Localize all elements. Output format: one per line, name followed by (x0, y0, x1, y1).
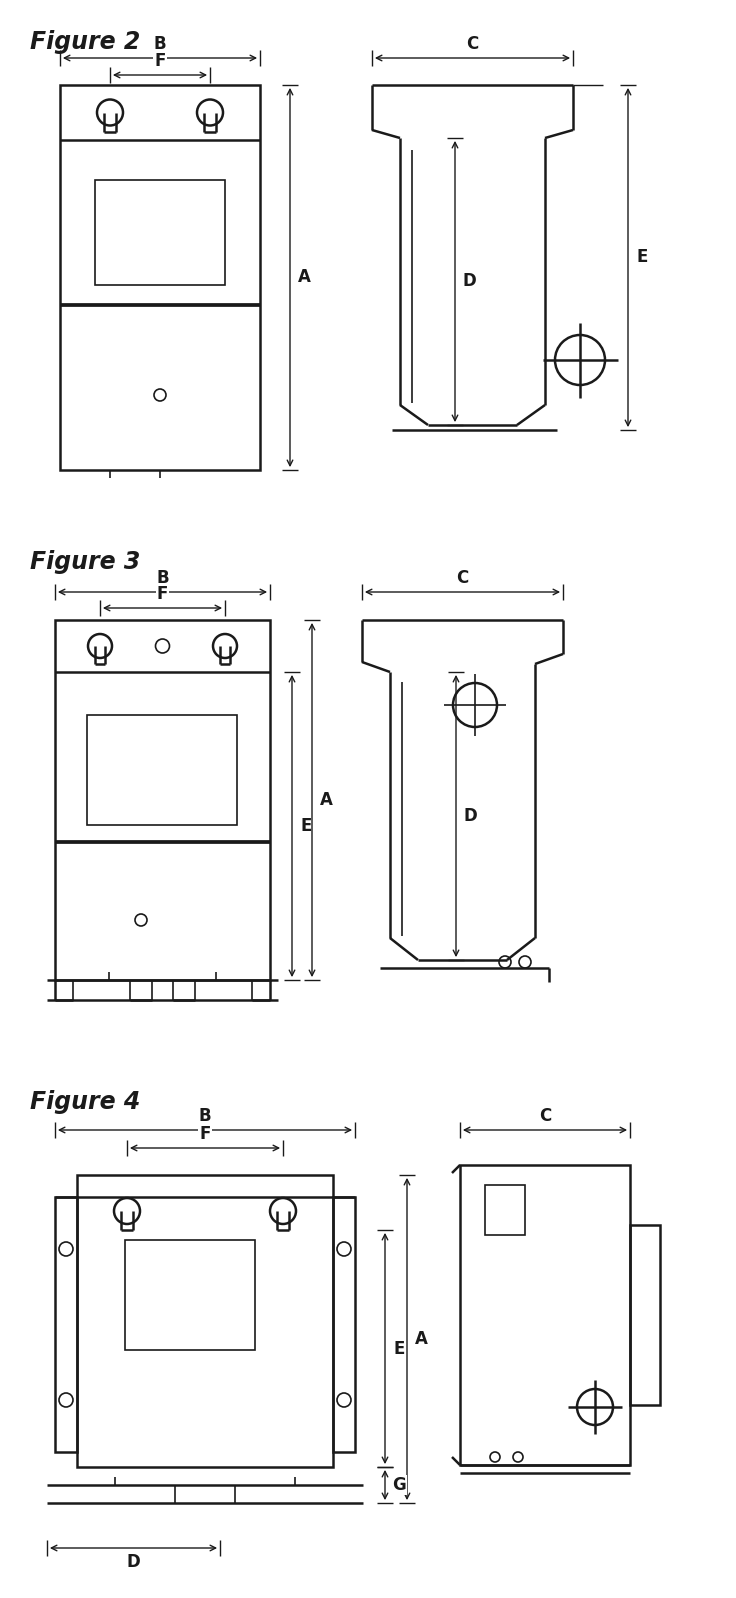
Bar (460, 1165, 630, 1465)
Text: E: E (300, 817, 311, 836)
Bar (333, 1197, 355, 1453)
Bar (60, 85, 260, 470)
Text: E: E (637, 249, 648, 267)
Text: F: F (155, 53, 166, 70)
Text: Figure 4: Figure 4 (30, 1090, 141, 1114)
Text: A: A (414, 1330, 428, 1349)
Bar (55, 1197, 77, 1453)
Bar (95, 181, 225, 284)
Bar (125, 1240, 255, 1350)
Text: Figure 3: Figure 3 (30, 550, 141, 574)
Bar (55, 620, 270, 980)
Text: C: C (539, 1107, 551, 1125)
Text: D: D (463, 807, 477, 825)
Text: D: D (127, 1553, 141, 1571)
Text: F: F (199, 1125, 210, 1143)
Text: G: G (392, 1477, 406, 1494)
Bar (630, 1226, 660, 1405)
Text: E: E (393, 1339, 405, 1357)
Bar (87, 714, 237, 825)
Text: B: B (156, 569, 169, 586)
Bar (485, 1186, 525, 1235)
Text: D: D (462, 273, 476, 291)
Text: F: F (157, 585, 169, 602)
Text: Figure 2: Figure 2 (30, 30, 141, 54)
Bar (77, 1175, 333, 1467)
Text: C: C (467, 35, 478, 53)
Text: C: C (456, 569, 469, 586)
Text: A: A (297, 268, 311, 286)
Text: B: B (154, 35, 166, 53)
Text: B: B (199, 1107, 211, 1125)
Text: A: A (319, 791, 333, 809)
